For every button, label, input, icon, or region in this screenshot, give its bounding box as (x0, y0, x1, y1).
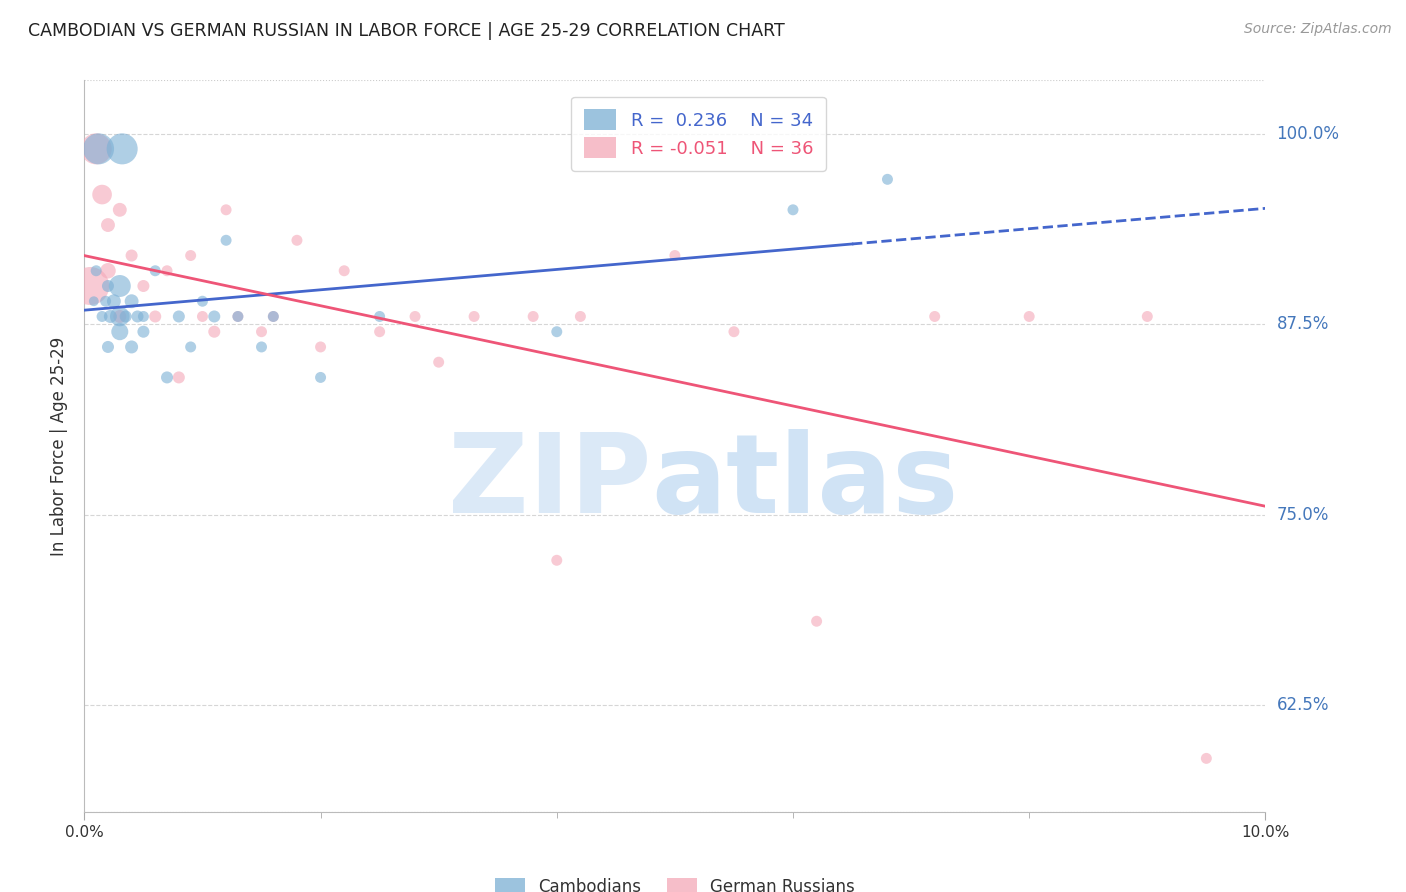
Point (83, 294, 105, 309)
Point (108, 279, 131, 293)
Point (226, 310, 249, 324)
Point (84, 264, 107, 278)
Point (167, 310, 190, 324)
Point (167, 370, 190, 384)
Point (782, 202, 804, 217)
Point (522, 310, 544, 324)
Text: atlas: atlas (651, 429, 959, 536)
Point (143, 310, 166, 324)
Point (1195, 751, 1218, 765)
Point (91, 310, 114, 324)
Point (723, 325, 745, 339)
Point (97, 218, 120, 232)
Point (546, 325, 568, 339)
Text: 100.0%: 100.0% (1277, 125, 1340, 143)
Point (132, 310, 155, 324)
Point (569, 310, 592, 324)
Point (108, 325, 131, 339)
Point (111, 142, 134, 156)
Point (202, 325, 225, 339)
Point (156, 370, 179, 384)
Point (191, 294, 214, 309)
Point (97, 279, 120, 293)
Text: Source: ZipAtlas.com: Source: ZipAtlas.com (1244, 22, 1392, 37)
Point (114, 310, 136, 324)
Text: CAMBODIAN VS GERMAN RUSSIAN IN LABOR FORCE | AGE 25-29 CORRELATION CHART: CAMBODIAN VS GERMAN RUSSIAN IN LABOR FOR… (28, 22, 785, 40)
Point (368, 310, 391, 324)
Y-axis label: In Labor Force | Age 25-29: In Labor Force | Age 25-29 (51, 336, 69, 556)
Point (79, 279, 101, 293)
Point (108, 310, 131, 324)
Point (1018, 310, 1040, 324)
Point (94, 294, 117, 309)
Point (132, 325, 155, 339)
Point (143, 264, 166, 278)
Point (262, 310, 284, 324)
Point (262, 310, 284, 324)
Legend: Cambodians, German Russians: Cambodians, German Russians (488, 871, 862, 892)
Point (121, 248, 143, 262)
Point (546, 553, 568, 567)
Point (97, 264, 120, 278)
Point (98, 310, 121, 324)
Point (215, 202, 238, 217)
Point (806, 614, 828, 628)
Point (404, 310, 426, 324)
Text: 87.5%: 87.5% (1277, 315, 1329, 333)
Text: 75.0%: 75.0% (1277, 506, 1329, 524)
Point (285, 233, 308, 247)
Point (876, 172, 898, 186)
Point (121, 340, 143, 354)
Point (180, 340, 202, 354)
Point (924, 310, 946, 324)
Point (180, 248, 202, 262)
Point (87, 142, 110, 156)
Point (202, 310, 225, 324)
Point (309, 370, 332, 384)
Point (250, 340, 273, 354)
Point (97, 340, 120, 354)
Point (309, 340, 332, 354)
Text: ZIP: ZIP (449, 429, 651, 536)
Point (132, 279, 155, 293)
Point (215, 233, 238, 247)
Point (1136, 310, 1159, 324)
Point (156, 264, 179, 278)
Point (250, 325, 273, 339)
Point (121, 294, 143, 309)
Point (333, 264, 356, 278)
Point (664, 248, 686, 262)
Point (91, 187, 114, 202)
Point (191, 310, 214, 324)
Point (103, 294, 125, 309)
Point (108, 310, 131, 324)
Point (463, 310, 485, 324)
Point (108, 202, 131, 217)
Point (226, 310, 249, 324)
Text: 62.5%: 62.5% (1277, 696, 1329, 714)
Point (84, 142, 107, 156)
Point (127, 310, 149, 324)
Point (427, 355, 450, 369)
Point (368, 325, 391, 339)
